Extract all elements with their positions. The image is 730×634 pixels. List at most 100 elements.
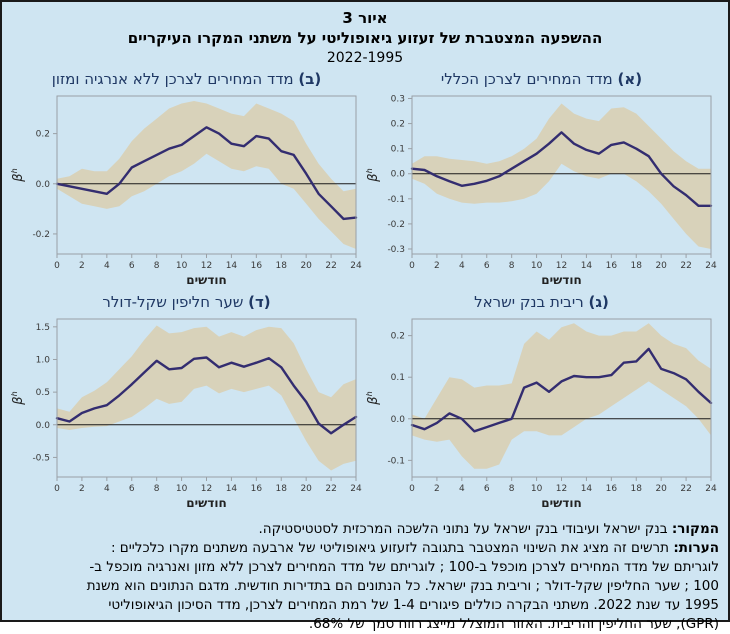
- x-tick-label: 2: [79, 261, 85, 271]
- figure-header: איור 3 ההשפעה המצטברת של זעזוע גיאופוליט…: [11, 9, 719, 67]
- charts-grid: (א) מדד המחירים לצרכן הכללי 0.3 0.2 0.1 0.0…: [9, 69, 719, 515]
- panel-d-title: (ד) שער חליפין שקל-דולר: [102, 292, 270, 313]
- y-tick-label: 0.2: [390, 120, 404, 130]
- x-tick-label: 14: [225, 484, 237, 494]
- x-tick-label: 4: [458, 261, 464, 271]
- x-tick-label: 8: [508, 484, 514, 494]
- panel-c: (ג) ריבית בנק ישראל 0.2 0.1 0.0 -0.1 0 2 4 6 8 10…: [364, 292, 719, 515]
- y-tick-label: 0.2: [35, 130, 49, 140]
- panel-c-title-text: ריבית בנק ישראל: [474, 293, 584, 311]
- chart-b: 0.20.0-0.2024681012141618202224βhחודשים: [10, 90, 363, 292]
- panel-b-letter: (ב): [298, 70, 322, 88]
- x-tick-label: 6: [483, 261, 489, 271]
- x-tick-label: 24: [350, 261, 362, 271]
- x-tick-label: 6: [128, 261, 134, 271]
- x-tick-label: 0: [409, 261, 415, 271]
- figure-title: ההשפעה המצטברת של זעזוע גיאופוליטי על מש…: [127, 29, 603, 47]
- x-tick-label: 0: [54, 484, 60, 494]
- chart-svg-a: 0.30.20.10.0-0.1-0.2-0.30 2 4 6 8 10 12 14 16 18 2…: [365, 95, 717, 287]
- y-tick-label: 0.3: [390, 95, 404, 105]
- x-tick-label: 20: [655, 261, 667, 271]
- x-tick-label: 8: [508, 261, 514, 271]
- y-axis-label: βh: [10, 168, 26, 182]
- notes-line-2: לוגריתם של מדד המחירים לצרכן מוכפל ב-100…: [89, 559, 719, 575]
- x-tick-label: 6: [483, 484, 489, 494]
- svg-text:βh: βh: [366, 168, 381, 182]
- y-axis-label: βh: [10, 391, 26, 405]
- panel-d: (ד) שער חליפין שקל-דולר 1.5 1.0 0.5 0.0 -0.5…: [9, 292, 364, 515]
- x-tick-label: 16: [250, 484, 262, 494]
- confidence-band: [56, 325, 356, 471]
- y-tick-label: 0.0: [35, 180, 50, 190]
- x-tick-label: 8: [153, 261, 159, 271]
- x-tick-label: 12: [200, 261, 211, 271]
- x-tick-label: 24: [350, 484, 362, 494]
- x-tick-label: 18: [630, 484, 642, 494]
- y-tick-label: 0.0: [390, 170, 405, 180]
- notes-line-3: 100 ; שער החליפין שקל-דולר ; וריבית בנק …: [86, 578, 719, 594]
- panel-a-title: (א) מדד המחירים לצרכן הכללי: [441, 69, 642, 90]
- x-tick-label: 12: [555, 484, 566, 494]
- x-tick-label: 2: [434, 261, 440, 271]
- confidence-band: [56, 101, 356, 249]
- x-tick-label: 18: [630, 261, 642, 271]
- x-axis-label: חודשים: [541, 496, 581, 510]
- y-tick-label: -0.5: [32, 453, 50, 463]
- y-axis-label: βh: [365, 391, 381, 405]
- x-tick-label: 14: [580, 261, 592, 271]
- figure-number: איור 3: [342, 9, 388, 27]
- y-tick-label: 0.0: [35, 421, 50, 431]
- response-line: [410, 347, 712, 433]
- x-tick-label: 10: [175, 484, 187, 494]
- y-axis-label: βh: [365, 168, 381, 182]
- x-tick-label: 4: [103, 484, 109, 494]
- y-tick-label: -0.2: [387, 220, 405, 230]
- source-label: המקור:: [671, 521, 719, 537]
- chart-svg-c: 0.20.10.0-0.1024681012141618202224βhחודש…: [365, 318, 716, 510]
- x-tick-label: 0: [54, 261, 60, 271]
- x-tick-label: 16: [250, 261, 262, 271]
- x-tick-label: 6: [128, 484, 134, 494]
- notes-line-1: הערות: תרשים זה מציג את השינוי המצטבר בת…: [11, 539, 719, 558]
- panel-a-title-text: מדד המחירים לצרכן הכללי: [440, 70, 613, 88]
- notes-line-4: 1995 עד שנת 2022. משתני הבקרה כוללים פיג…: [108, 597, 719, 613]
- x-tick-label: 4: [458, 484, 464, 494]
- x-tick-label: 2: [434, 484, 440, 494]
- x-tick-label: 12: [555, 261, 566, 271]
- chart-svg-b: 0.20.0-0.2024681012141618202224βhחודשים: [10, 95, 362, 287]
- x-tick-label: 2: [79, 484, 85, 494]
- source-text: בנק ישראל ועיבודי בנק ישראל על נתוני הלש…: [258, 521, 668, 537]
- y-tick-label: 0.1: [390, 373, 404, 383]
- chart-a: 0.3 0.2 0.1 0.0 -0.1 -0.2 -0.3 0 2 4 6 8 10 12 14 16 18 2…: [365, 90, 718, 292]
- y-tick-label: -0.1: [387, 195, 405, 205]
- x-tick-label: 0: [409, 484, 415, 494]
- y-tick-label: 1.0: [35, 355, 50, 365]
- x-tick-label: 22: [325, 484, 336, 494]
- x-axis-label: חודשים: [541, 273, 581, 287]
- footnotes: המקור: בנק ישראל ועיבודי בנק ישראל על נת…: [11, 520, 719, 634]
- svg-text:βh: βh: [366, 391, 381, 405]
- panel-b-title-text: מדד המחירים לצרכן ללא אנרגיה ומזון: [51, 70, 294, 88]
- x-tick-label: 24: [705, 261, 717, 271]
- panel-b-title: (ב) מדד המחירים לצרכן ללא אנרגיה ומזון: [52, 69, 321, 90]
- notes-text-1: תרשים זה מציג את השינוי המצטבר בתגובה לז…: [110, 540, 670, 556]
- x-tick-label: 14: [225, 261, 237, 271]
- x-tick-label: 16: [605, 484, 617, 494]
- x-tick-label: 16: [605, 261, 617, 271]
- response-line: [55, 126, 357, 221]
- panel-d-letter: (ד): [248, 293, 271, 311]
- panel-c-title: (ג) ריבית בנק ישראל: [474, 292, 609, 313]
- response-line: [55, 356, 357, 435]
- x-axis-label: חודשים: [186, 273, 226, 287]
- y-tick-label: -0.3: [387, 245, 405, 255]
- x-tick-label: 12: [200, 484, 211, 494]
- x-tick-label: 22: [680, 484, 691, 494]
- confidence-band: [411, 103, 711, 249]
- chart-d: 1.51.00.50.0-0.5024681012141618202224βhח…: [10, 313, 363, 515]
- figure-period: 2022-1995: [326, 50, 404, 66]
- x-tick-label: 10: [530, 261, 542, 271]
- x-tick-label: 20: [655, 484, 667, 494]
- response-line: [410, 131, 712, 208]
- y-tick-label: 1.5: [35, 323, 49, 333]
